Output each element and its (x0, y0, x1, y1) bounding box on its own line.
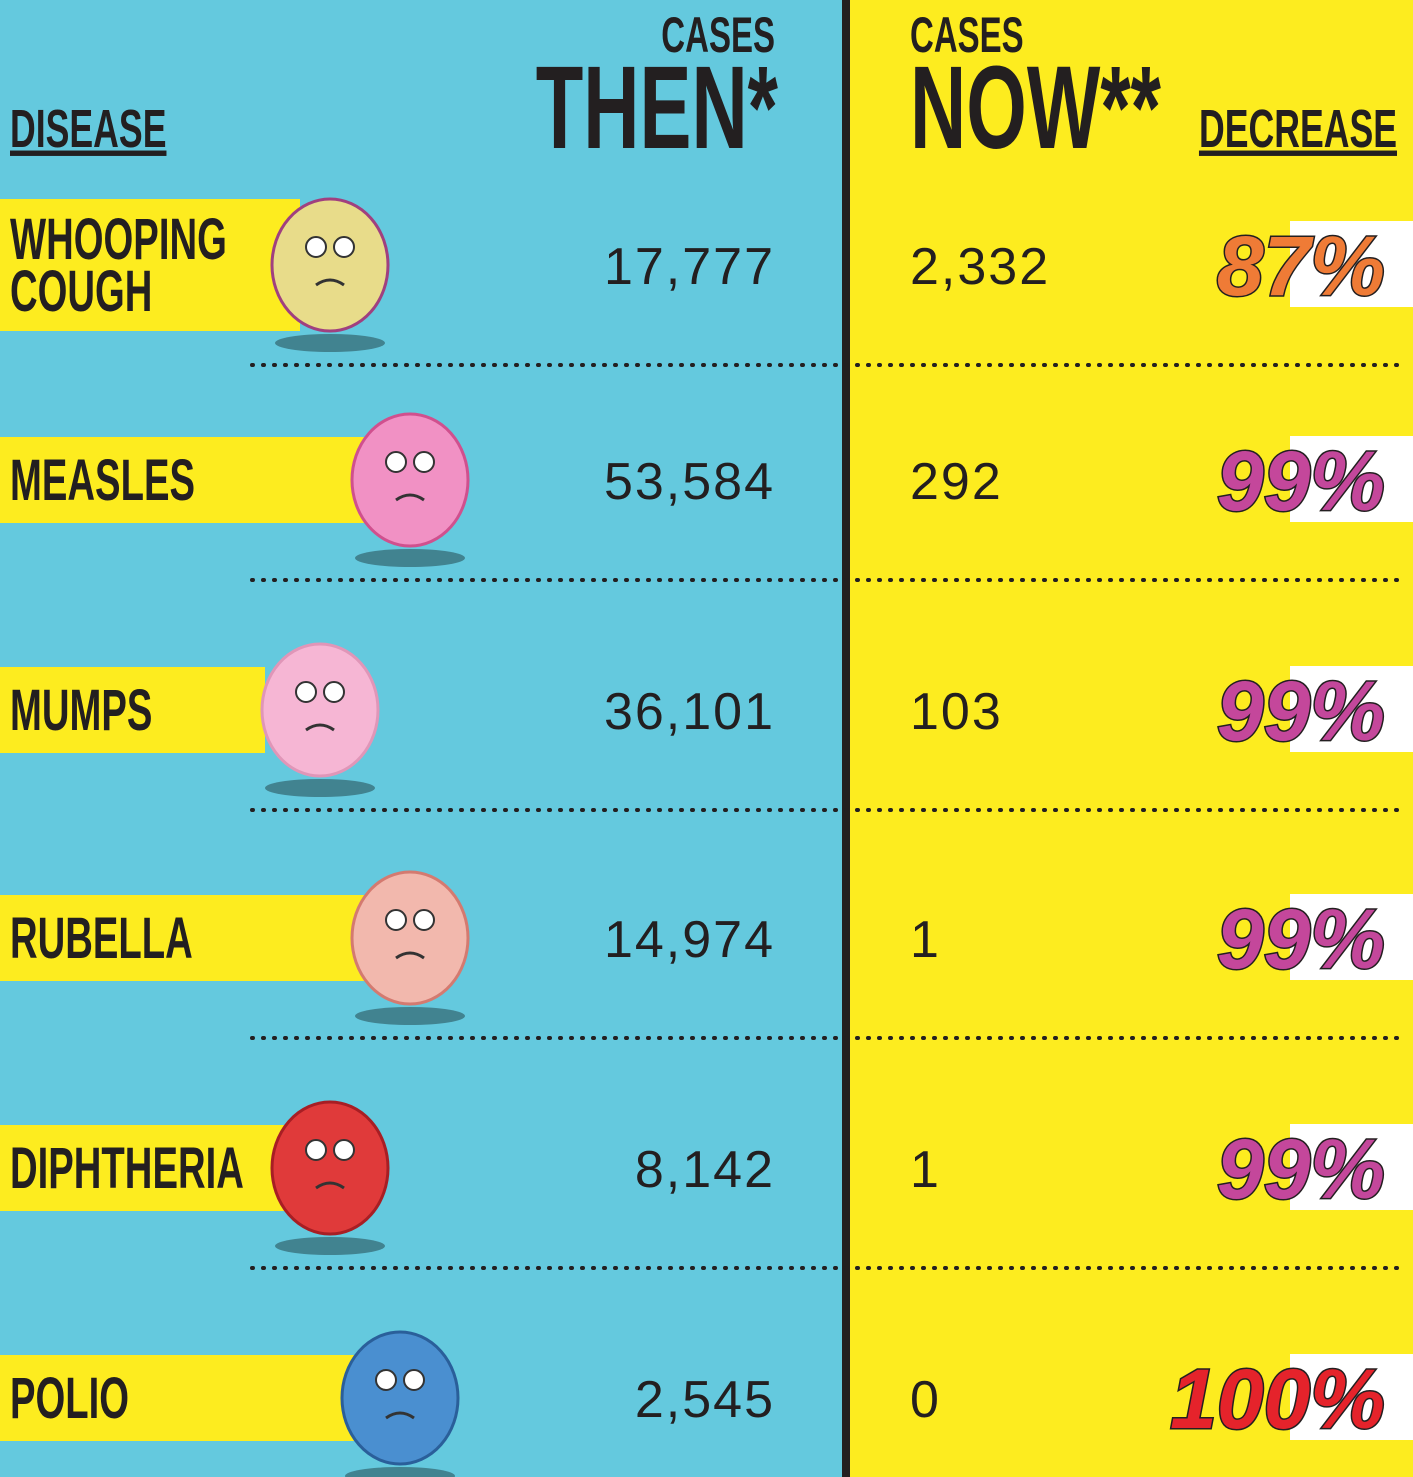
creature-body (352, 414, 468, 546)
disease-name-group: RUBELLA (10, 907, 193, 971)
disease-header: DISEASE (10, 99, 166, 159)
decrease-percent: 100% (1170, 1352, 1385, 1446)
decrease-header: DECREASE (1199, 99, 1397, 159)
decrease-percent: 87% (1217, 219, 1385, 313)
creature-shadow (355, 1007, 465, 1025)
disease-name: MUMPS (10, 679, 152, 743)
disease-name: RUBELLA (10, 907, 193, 971)
creature-body (342, 1332, 458, 1464)
decrease-percent: 99% (1217, 664, 1385, 758)
cases-then: 53,584 (604, 453, 775, 511)
infographic: DISEASECASESTHEN*CASESNOW**DECREASEWHOOP… (0, 0, 1413, 1477)
creature-eye (324, 682, 344, 702)
creature-shadow (275, 1237, 385, 1255)
disease-name: MEASLES (10, 449, 195, 513)
then-main-group: THEN* (536, 42, 778, 174)
creature-shadow (265, 779, 375, 797)
cases-now: 1 (910, 911, 941, 969)
disease-header-group: DISEASE (10, 99, 166, 159)
creature-body (272, 199, 388, 331)
creature-eye (306, 237, 326, 257)
creature-shadow (355, 549, 465, 567)
cases-now: 1 (910, 1141, 941, 1199)
creature-body (272, 1102, 388, 1234)
cases-then: 14,974 (604, 911, 775, 969)
then-main: THEN* (536, 42, 778, 174)
creature-shadow (275, 334, 385, 352)
disease-name-group: MUMPS (10, 679, 152, 743)
creature-eye (334, 1140, 354, 1160)
decrease-percent: 99% (1217, 892, 1385, 986)
cases-now: 0 (910, 1371, 941, 1429)
creature-eye (334, 237, 354, 257)
creature-eye (296, 682, 316, 702)
creature-eye (386, 452, 406, 472)
disease-name-group: DIPHTHERIA (10, 1137, 244, 1201)
decrease-header-group: DECREASE (1199, 99, 1397, 159)
disease-name: COUGH (10, 260, 152, 324)
cases-then: 8,142 (635, 1141, 775, 1199)
creature-eye (414, 910, 434, 930)
creature-eye (414, 452, 434, 472)
decrease-percent: 99% (1217, 1122, 1385, 1216)
cases-now: 103 (910, 683, 1003, 741)
disease-name-group: COUGH (10, 260, 152, 324)
cases-now: 2,332 (910, 238, 1050, 296)
cases-now: 292 (910, 453, 1003, 511)
now-main-group: NOW** (910, 42, 1161, 174)
creature-body (352, 872, 468, 1004)
creature-eye (386, 910, 406, 930)
now-main: NOW** (910, 42, 1161, 174)
cases-then: 17,777 (604, 238, 775, 296)
creature-body (262, 644, 378, 776)
creature-eye (306, 1140, 326, 1160)
decrease-percent: 99% (1217, 434, 1385, 528)
divider (842, 0, 850, 1477)
creature-eye (404, 1370, 424, 1390)
cases-then: 2,545 (635, 1371, 775, 1429)
disease-name: DIPHTHERIA (10, 1137, 244, 1201)
cases-then: 36,101 (604, 683, 775, 741)
disease-name: POLIO (10, 1367, 129, 1431)
creature-eye (376, 1370, 396, 1390)
disease-name-group: MEASLES (10, 449, 195, 513)
disease-name-group: POLIO (10, 1367, 129, 1431)
